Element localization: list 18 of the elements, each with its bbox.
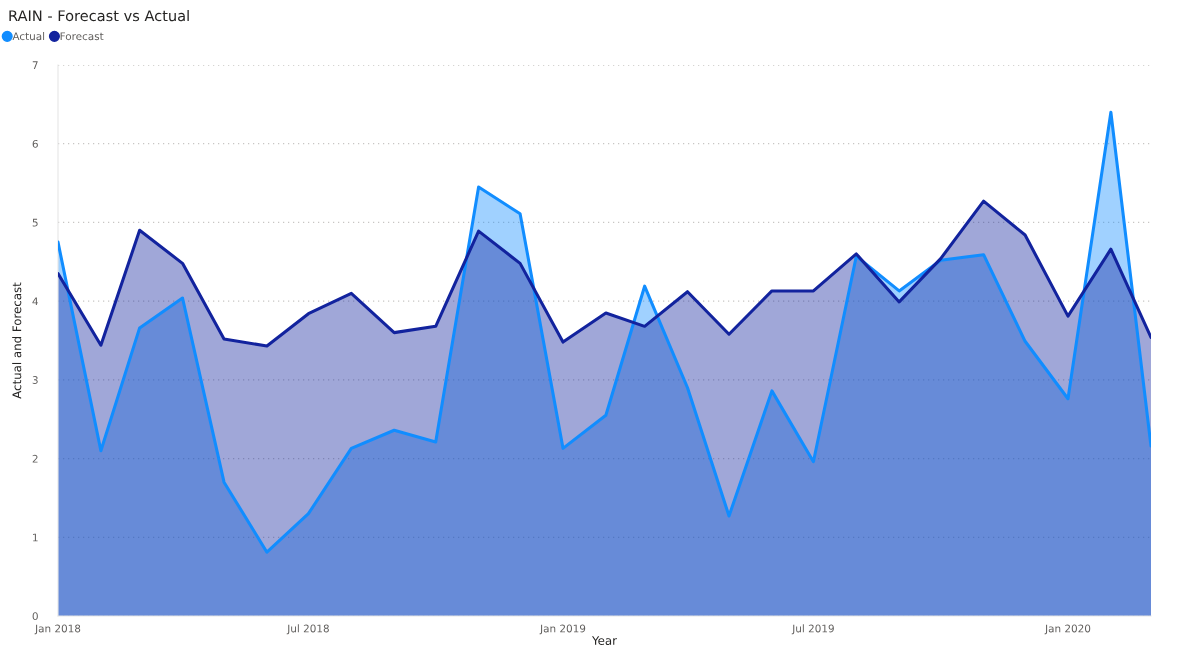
y-tick-label: 0 — [32, 612, 38, 621]
legend-label: Actual — [12, 32, 45, 41]
x-tick-label: Jan 2018 — [34, 624, 81, 635]
x-tick-label: Jan 2020 — [1044, 624, 1091, 635]
x-tick-label: Jul 2019 — [791, 624, 834, 635]
y-tick-label: 1 — [33, 533, 38, 542]
x-axis-title: Year — [591, 636, 617, 645]
y-tick-label: 2 — [32, 454, 38, 463]
y-tick-label: 7 — [32, 61, 38, 69]
chart-title: RAIN - Forecast vs Actual — [9, 9, 189, 22]
x-tick-label: Jul 2018 — [286, 624, 329, 635]
y-tick-label: 4 — [32, 297, 38, 306]
y-axis-title: Actual and Forecast — [12, 282, 22, 399]
y-tick-label: 3 — [32, 376, 38, 384]
x-tick-label: Jan 2019 — [539, 624, 586, 635]
y-tick-label: 6 — [32, 139, 38, 148]
y-tick-label: 5 — [32, 218, 38, 227]
legend-label: Forecast — [60, 32, 104, 41]
